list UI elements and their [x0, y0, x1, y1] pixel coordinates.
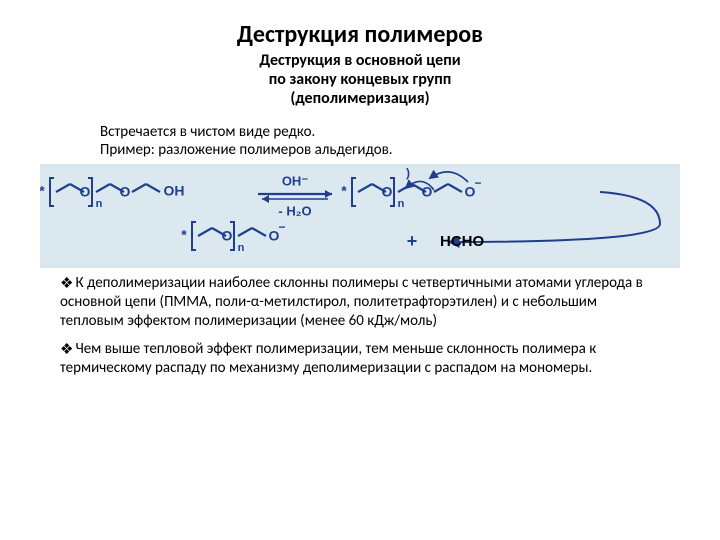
page-title: Деструкция полимеров	[60, 20, 660, 49]
subtitle-line-3: (деполимеризация)	[60, 89, 660, 108]
paragraph-1: ❖К деполимеризации наиболее склонны поли…	[60, 274, 660, 330]
paragraph-2: ❖Чем выше тепловой эффект полимеризации,…	[60, 340, 660, 378]
svg-text:*: *	[341, 183, 347, 199]
svg-text:HCHO: HCHO	[440, 233, 484, 250]
svg-text:OH⁻: OH⁻	[282, 174, 309, 189]
intro-line-2: Пример: разложение полимеров альдегидов.	[100, 141, 660, 160]
reaction-svg: *OnOOH*OnOO−)*OnO−OH⁻- H₂O+HCHO	[40, 164, 680, 268]
svg-text:n: n	[398, 198, 405, 210]
intro-line-1: Встречается в чистом виде редко.	[100, 123, 660, 142]
subtitle-line-2: по закону концевых групп	[60, 70, 660, 89]
svg-text:O: O	[80, 184, 91, 200]
paragraph-2-text: Чем выше тепловой эффект полимеризации, …	[60, 340, 596, 377]
svg-text:−: −	[474, 176, 481, 190]
intro-block: Встречается в чистом виде редко. Пример:…	[100, 123, 660, 161]
svg-text:O: O	[222, 228, 233, 244]
svg-text:*: *	[181, 227, 187, 243]
svg-text:- H₂O: - H₂O	[278, 204, 311, 219]
subtitle-block: Деструкция в основной цепи по закону кон…	[60, 51, 660, 109]
svg-text:n: n	[96, 198, 103, 210]
subtitle-line-1: Деструкция в основной цепи	[60, 51, 660, 70]
svg-text:n: n	[238, 242, 245, 254]
reaction-scheme: *OnOOH*OnOO−)*OnO−OH⁻- H₂O+HCHO	[40, 164, 680, 268]
diamond-bullet-icon: ❖	[60, 275, 73, 294]
svg-text:O: O	[382, 184, 393, 200]
svg-text:−: −	[278, 220, 285, 234]
diamond-bullet-icon: ❖	[60, 341, 73, 360]
svg-text:OH: OH	[164, 183, 185, 199]
svg-text:+: +	[407, 231, 418, 251]
svg-text:): )	[406, 166, 410, 180]
paragraph-1-text: К деполимеризации наиболее склонны полим…	[60, 274, 643, 330]
svg-text:O: O	[120, 184, 131, 200]
svg-text:*: *	[40, 183, 45, 199]
